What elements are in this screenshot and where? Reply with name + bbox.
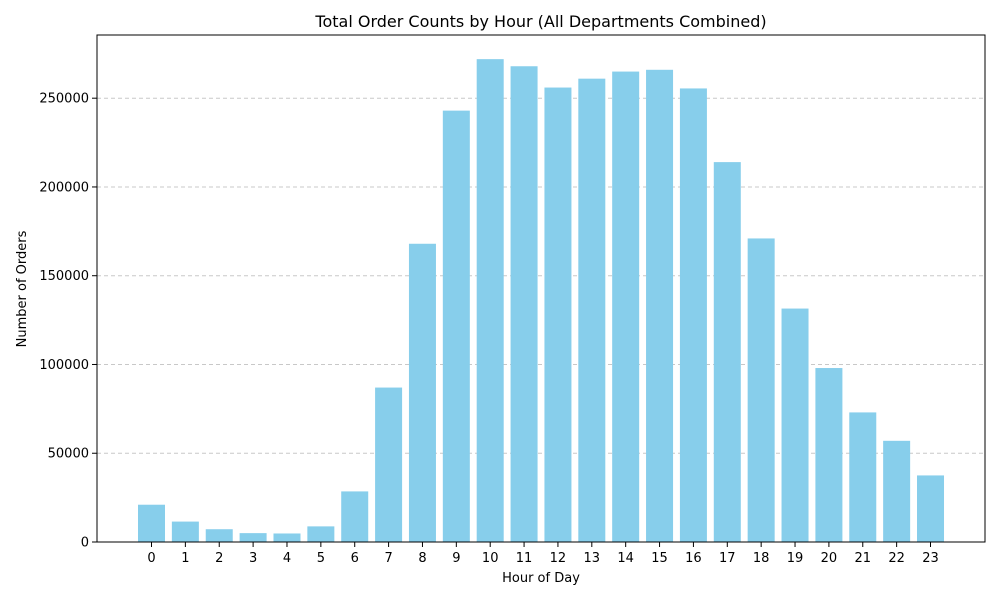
- bar-hour-20: [815, 368, 843, 542]
- gridlines: [97, 97, 985, 454]
- bar-hour-22: [883, 440, 911, 542]
- x-tick-label: 11: [516, 551, 533, 566]
- bar-hour-5: [307, 526, 335, 542]
- bar-hour-14: [612, 71, 640, 542]
- x-tick-label: 23: [922, 551, 939, 566]
- y-tick-label: 0: [81, 536, 89, 551]
- x-tick-label: 0: [147, 551, 155, 566]
- x-tick-label: 4: [283, 551, 291, 566]
- bar-hour-9: [442, 110, 470, 542]
- x-tick-label: 14: [617, 551, 634, 566]
- bar-hour-0: [138, 504, 165, 542]
- y-axis-ticks: 0 50000 100000 150000 200000 250000: [39, 92, 97, 551]
- y-tick-label: 100000: [39, 358, 89, 373]
- plot-frame: [96, 34, 986, 543]
- x-axis-ticks: 0 1 2 3 4 5 6 7 8 9 10 11 12 13 14 15 16 17 18 19 20 21 22 23: [147, 542, 939, 566]
- x-tick-label: 19: [787, 551, 804, 566]
- bars: [138, 59, 945, 543]
- bar-hour-19: [781, 308, 809, 542]
- x-tick-label: 5: [317, 551, 325, 566]
- x-tick-label: 15: [651, 551, 668, 566]
- bar-hour-16: [679, 88, 707, 542]
- x-tick-label: 1: [181, 551, 189, 566]
- x-tick-label: 3: [249, 551, 257, 566]
- x-tick-label: 22: [888, 551, 905, 566]
- x-tick-label: 6: [351, 551, 359, 566]
- x-tick-label: 12: [550, 551, 567, 566]
- y-axis-label: Number of Orders: [15, 230, 30, 347]
- bar-hour-13: [578, 78, 606, 542]
- bar-hour-10: [476, 59, 504, 543]
- bar-hour-3: [239, 533, 267, 542]
- bar-hour-23: [917, 475, 945, 542]
- bar-hour-12: [544, 87, 572, 543]
- x-tick-label: 8: [418, 551, 426, 566]
- bar-hour-4: [273, 533, 301, 542]
- x-tick-label: 18: [753, 551, 770, 566]
- bar-hour-6: [341, 491, 369, 542]
- x-tick-label: 20: [821, 551, 838, 566]
- x-tick-label: 16: [685, 551, 702, 566]
- y-tick-label: 250000: [39, 92, 89, 107]
- x-tick-label: 17: [719, 551, 736, 566]
- y-tick-label: 150000: [39, 269, 89, 284]
- bar-hour-15: [646, 69, 674, 542]
- bar-hour-1: [171, 521, 199, 542]
- x-tick-label: 7: [384, 551, 392, 566]
- bar-hour-8: [408, 243, 436, 542]
- bar-hour-21: [849, 412, 877, 542]
- bar-hour-17: [713, 162, 741, 542]
- x-tick-label: 9: [452, 551, 460, 566]
- x-tick-label: 10: [482, 551, 499, 566]
- chart-title: Total Order Counts by Hour (All Departme…: [314, 12, 766, 31]
- bar-hour-18: [747, 238, 775, 542]
- x-axis-label: Hour of Day: [502, 571, 580, 586]
- bar-hour-7: [375, 387, 403, 542]
- y-tick-label: 200000: [39, 180, 89, 195]
- x-tick-label: 13: [584, 551, 601, 566]
- bar-hour-2: [205, 529, 233, 542]
- y-tick-label: 50000: [48, 447, 89, 462]
- bar-hour-11: [510, 66, 538, 542]
- x-tick-label: 21: [854, 551, 871, 566]
- x-tick-label: 2: [215, 551, 223, 566]
